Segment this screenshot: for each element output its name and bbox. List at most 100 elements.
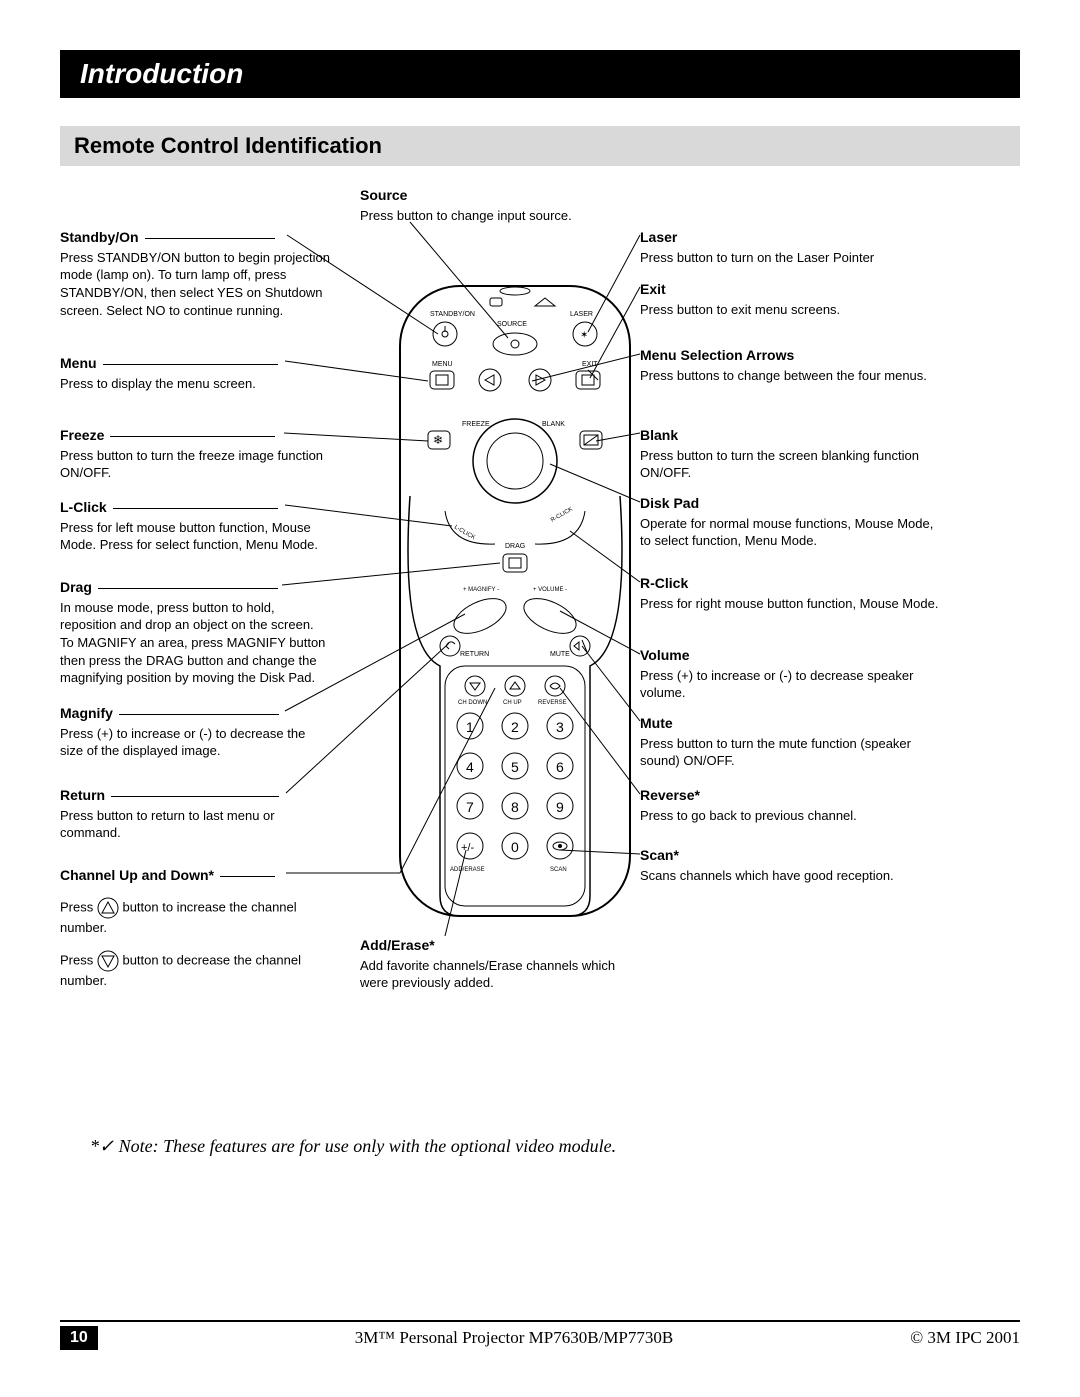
callout-desc: Press button to turn the screen blanking… — [640, 447, 940, 482]
callout-desc: Press for left mouse button function, Mo… — [60, 519, 330, 554]
callout-title: Disk Pad — [640, 494, 940, 513]
callout-desc: Press button to turn the freeze image fu… — [60, 447, 330, 482]
callout-title: Drag — [60, 579, 92, 595]
callout-channel: Channel Up and Down* Press button to inc… — [60, 866, 330, 990]
callout-disk: Disk Pad Operate for normal mouse functi… — [640, 494, 940, 550]
callout-title: Menu Selection Arrows — [640, 346, 960, 365]
lbl: SOURCE — [497, 321, 527, 328]
callout-source: Source Press button to change input sour… — [360, 186, 660, 224]
svg-text:❄: ❄ — [433, 433, 443, 447]
callout-rclick: R-Click Press for right mouse button fun… — [640, 574, 940, 612]
lbl: REVERSE — [538, 700, 567, 706]
callout-desc: Add favorite channels/Erase channels whi… — [360, 957, 640, 992]
callout-standby: Standby/On Press STANDBY/ON button to be… — [60, 228, 330, 319]
lbl: STANDBY/ON — [430, 311, 475, 318]
callout-title: Standby/On — [60, 229, 139, 245]
callout-desc: Press buttons to change between the four… — [640, 367, 960, 385]
callout-title: Menu — [60, 355, 97, 371]
page-number: 10 — [60, 1326, 98, 1350]
lbl: BLANK — [542, 421, 565, 428]
callout-title: Blank — [640, 426, 940, 445]
diagram: Source Press button to change input sour… — [60, 186, 1020, 1106]
lbl: EXIT — [582, 361, 598, 368]
svg-text:5: 5 — [511, 759, 519, 775]
lbl: + MAGNIFY - — [463, 587, 499, 593]
remote-illustration: STANDBY/ON LASER ✶ SOURCE MENU EXIT FREE… — [390, 276, 640, 926]
text: Press — [60, 953, 97, 968]
callout-desc: Press button to return to last menu or c… — [60, 807, 330, 842]
svg-text:1: 1 — [466, 719, 474, 735]
callout-title: Magnify — [60, 705, 113, 721]
callout-return: Return Press button to return to last me… — [60, 786, 330, 842]
callout-desc: Press button to turn on the Laser Pointe… — [640, 249, 940, 267]
callout-laser: Laser Press button to turn on the Laser … — [640, 228, 940, 266]
callout-title: Laser — [640, 228, 940, 247]
callout-title: Source — [360, 186, 660, 205]
lbl: FREEZE — [462, 421, 490, 428]
callout-title: Volume — [640, 646, 940, 665]
triangle-down-icon — [97, 950, 119, 972]
lbl: DRAG — [505, 543, 525, 550]
svg-text:4: 4 — [466, 759, 474, 775]
lbl: CH DOWN — [458, 700, 487, 706]
manual-page: Introduction Remote Control Identificati… — [60, 50, 1020, 1350]
callout-desc: Press (+) to increase or (-) to decrease… — [640, 667, 940, 702]
lbl: ADD/ERASE — [450, 867, 485, 873]
text: Press — [60, 899, 97, 914]
callout-arrows: Menu Selection Arrows Press buttons to c… — [640, 346, 960, 384]
triangle-up-icon — [97, 897, 119, 919]
lbl: CH UP — [503, 700, 522, 706]
callout-volume: Volume Press (+) to increase or (-) to d… — [640, 646, 940, 702]
lbl: MUTE — [550, 651, 570, 658]
callout-drag: Drag In mouse mode, press button to hold… — [60, 578, 330, 687]
callout-desc: Operate for normal mouse functions, Mous… — [640, 515, 940, 550]
lbl: SCAN — [550, 867, 567, 873]
callout-title: L-Click — [60, 499, 107, 515]
svg-text:6: 6 — [556, 759, 564, 775]
lbl: MENU — [432, 361, 453, 368]
callout-desc: Press to go back to previous channel. — [640, 807, 940, 825]
section-title: Introduction — [60, 50, 1020, 98]
callout-title: Reverse* — [640, 786, 940, 805]
callout-desc: Scans channels which have good reception… — [640, 867, 940, 885]
callout-title: Mute — [640, 714, 940, 733]
callout-desc: Press button to turn the mute function (… — [640, 735, 940, 770]
subsection-title: Remote Control Identification — [60, 126, 1020, 166]
callout-blank: Blank Press button to turn the screen bl… — [640, 426, 940, 482]
callout-adderase: Add/Erase* Add favorite channels/Erase c… — [360, 936, 640, 992]
callout-freeze: Freeze Press button to turn the freeze i… — [60, 426, 330, 482]
callout-title: Exit — [640, 280, 940, 299]
callout-desc: Press to display the menu screen. — [60, 375, 330, 393]
lbl: + VOLUME - — [533, 587, 567, 593]
svg-text:9: 9 — [556, 799, 564, 815]
footer-right: © 3M IPC 2001 — [910, 1328, 1020, 1348]
callout-desc: Press button to exit menu screens. — [640, 301, 940, 319]
callout-title: Channel Up and Down* — [60, 867, 214, 883]
note: *✓ Note: These features are for use only… — [90, 1136, 1020, 1157]
lbl: RETURN — [460, 651, 489, 658]
callout-desc: Press (+) to increase or (-) to decrease… — [60, 725, 330, 760]
callout-desc: Press for right mouse button function, M… — [640, 595, 940, 613]
callout-reverse: Reverse* Press to go back to previous ch… — [640, 786, 940, 824]
callout-magnify: Magnify Press (+) to increase or (-) to … — [60, 704, 330, 760]
callout-title: Return — [60, 787, 105, 803]
footer: 10 3M™ Personal Projector MP7630B/MP7730… — [60, 1320, 1020, 1350]
callout-desc: In mouse mode, press button to hold, rep… — [60, 599, 330, 687]
callout-desc: Press STANDBY/ON button to begin project… — [60, 249, 330, 319]
callout-title: Freeze — [60, 427, 104, 443]
callout-title: R-Click — [640, 574, 940, 593]
svg-text:+/-: +/- — [461, 842, 474, 854]
lbl: LASER — [570, 311, 593, 318]
callout-desc: Press button to change input source. — [360, 207, 660, 225]
callout-mute: Mute Press button to turn the mute funct… — [640, 714, 940, 770]
svg-text:0: 0 — [511, 839, 519, 855]
callout-title: Add/Erase* — [360, 936, 640, 955]
svg-text:2: 2 — [511, 719, 519, 735]
callout-exit: Exit Press button to exit menu screens. — [640, 280, 940, 318]
footer-mid: 3M™ Personal Projector MP7630B/MP7730B — [118, 1328, 910, 1348]
svg-text:✶: ✶ — [580, 330, 588, 341]
callout-menu: Menu Press to display the menu screen. — [60, 354, 330, 392]
callout-scan: Scan* Scans channels which have good rec… — [640, 846, 940, 884]
callout-title: Scan* — [640, 846, 940, 865]
svg-text:8: 8 — [511, 799, 519, 815]
